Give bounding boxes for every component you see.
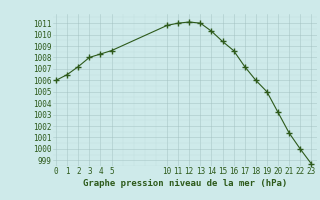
X-axis label: Graphe pression niveau de la mer (hPa): Graphe pression niveau de la mer (hPa) — [83, 179, 287, 188]
